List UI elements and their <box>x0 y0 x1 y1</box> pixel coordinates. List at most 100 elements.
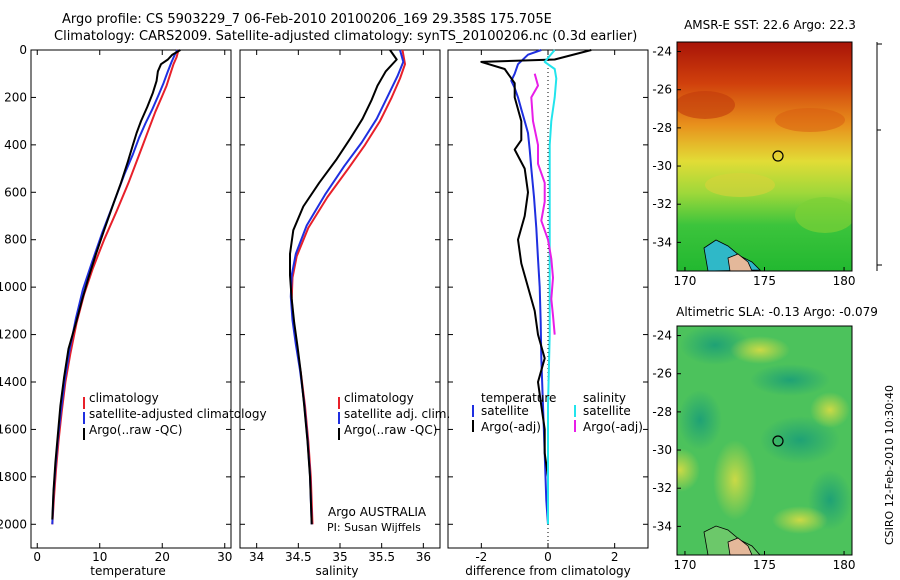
y-tick-label: 1800 <box>0 470 27 484</box>
y-tick-label: 800 <box>4 233 27 247</box>
map-x-tick-label: 170 <box>674 558 697 572</box>
series-line-argo-raw-qc--2 <box>289 49 398 525</box>
legend-label-sal-argo: Argo(-adj) <box>583 420 643 434</box>
x-tick-label: 30 <box>217 550 232 564</box>
y-tick-label: 200 <box>4 90 27 104</box>
sla-map-ticks: 170 175 180 -24 -26 -28 -30 -32 -34 <box>652 329 855 572</box>
salinity-panel-frame <box>239 49 441 549</box>
map-y-tick-label: -32 <box>652 481 672 495</box>
map-y-tick-label: -24 <box>652 45 672 59</box>
series-line-satellite-adjusted-climatology-1 <box>51 49 179 525</box>
temperature-panel-frame <box>30 49 232 549</box>
legend-title-salinity: salinity <box>583 391 626 405</box>
x-tick-label: 2 <box>611 550 619 564</box>
map-x-tick-label: 175 <box>753 274 776 288</box>
x-tick-label: 36 <box>416 550 431 564</box>
figure-title-line1: Argo profile: CS 5903229_7 06-Feb-2010 2… <box>62 12 552 27</box>
legend-label-satellite: satellite adj. clim. <box>344 407 450 421</box>
y-tick-label: 400 <box>4 138 27 152</box>
difference-axis-label: difference from climatology <box>465 564 631 578</box>
x-tick-label: 35.5 <box>368 550 395 564</box>
sla-texture <box>677 448 700 492</box>
series-line-argo-adj--1 <box>480 49 592 525</box>
map-y-tick-label: -24 <box>652 329 672 343</box>
sla-map-title: Altimetric SLA: -0.13 Argo: -0.079 <box>676 305 878 319</box>
sla-texture <box>760 416 840 464</box>
sst-map-title: AMSR-E SST: 22.6 Argo: 22.3 <box>684 18 856 32</box>
salinity-legend: climatology satellite adj. clim. Argo(..… <box>327 391 450 534</box>
y-tick-label: 2000 <box>0 517 27 531</box>
x-tick-label: 0 <box>544 550 552 564</box>
difference-plot: -2 0 2 <box>448 49 648 564</box>
map-y-tick-label: -34 <box>652 235 672 249</box>
legend-label-climatology: climatology <box>344 391 414 405</box>
map-y-tick-label: -32 <box>652 197 672 211</box>
legend-label-argo: Argo(..raw -QC) <box>344 423 437 437</box>
sst-texture <box>775 108 845 132</box>
sla-texture <box>810 392 850 428</box>
legend-label-argo: Argo(..raw -QC) <box>89 423 182 437</box>
map-y-tick-label: -30 <box>652 443 672 457</box>
temperature-axis-label: temperature <box>90 564 165 578</box>
map-y-tick-label: -26 <box>652 367 672 381</box>
argo-group-annotation: Argo AUSTRALIA <box>328 505 427 519</box>
sst-field <box>677 42 852 271</box>
difference-legend: temperature salinity satellite Argo(-adj… <box>472 391 643 434</box>
sst-map-ticks: 170 175 180 -24 -26 -28 -30 -32 -34 <box>652 45 855 288</box>
sla-texture <box>730 336 790 364</box>
y-tick-label: 0 <box>19 43 27 57</box>
y-tick-label: 1600 <box>0 422 27 436</box>
sst-texture <box>705 173 775 197</box>
map-x-tick-label: 180 <box>833 558 856 572</box>
map-x-tick-label: 170 <box>674 274 697 288</box>
legend-label-temp-satellite: satellite <box>481 404 529 418</box>
figure-title-line2: Climatology: CARS2009. Satellite-adjuste… <box>54 29 638 44</box>
x-tick-label: 34.5 <box>285 550 312 564</box>
y-tick-label: 1400 <box>0 375 27 389</box>
map-y-tick-label: -30 <box>652 159 672 173</box>
argo-location-marker <box>772 435 784 447</box>
series-line-satellite-2 <box>543 49 558 525</box>
sst-map: AMSR-E SST: 22.6 Argo: 22.3 170 175 180 -24… <box>652 18 882 288</box>
legend-label-climatology: climatology <box>89 391 159 405</box>
sla-texture <box>713 440 757 520</box>
legend-label-satellite: satellite-adjusted climatology <box>89 407 267 421</box>
x-tick-label: 0 <box>33 550 41 564</box>
sst-texture <box>677 91 735 119</box>
x-tick-label: 10 <box>92 550 107 564</box>
map-y-tick-label: -28 <box>652 405 672 419</box>
land-mass <box>727 253 753 271</box>
map-y-tick-label: -28 <box>652 121 672 135</box>
x-tick-label: 35 <box>332 550 347 564</box>
colorbar-right-sst <box>876 42 882 271</box>
series-line-argo-adj--3 <box>530 73 556 335</box>
salinity-plot: 34 34.5 35 35.5 36 <box>240 49 440 564</box>
y-tick-label: 1200 <box>0 328 27 342</box>
x-tick-label: 20 <box>155 550 170 564</box>
sla-texture <box>750 364 830 396</box>
sla-texture <box>678 390 722 450</box>
temperature-plot: 0 10 20 30 0 200 400 600 800 1000 1200 1400 1600 1800… <box>0 43 232 564</box>
sla-map: Altimetric SLA: -0.13 Argo: -0.079 170 17… <box>652 305 878 572</box>
series-line-argo-raw-qc--2 <box>51 49 181 520</box>
x-tick-label: -2 <box>475 550 487 564</box>
map-y-tick-label: -26 <box>652 83 672 97</box>
land-mass <box>727 537 753 555</box>
salinity-axis-label: salinity <box>315 564 358 578</box>
csiro-timestamp: CSIRO 12-Feb-2010 10:30:40 <box>883 385 896 545</box>
legend-title-temperature: temperature <box>481 391 556 405</box>
temperature-legend: climatology satellite-adjusted climatolo… <box>83 391 267 440</box>
pi-annotation: PI: Susan Wijffels <box>327 521 421 534</box>
argo-location-marker <box>772 150 784 162</box>
sla-texture <box>772 506 828 534</box>
series-line-satellite-0 <box>510 49 549 525</box>
legend-label-sal-satellite: satellite <box>583 404 631 418</box>
y-tick-label: 600 <box>4 185 27 199</box>
map-x-tick-label: 175 <box>753 558 776 572</box>
map-x-tick-label: 180 <box>833 274 856 288</box>
sst-texture <box>795 197 852 233</box>
map-y-tick-label: -34 <box>652 519 672 533</box>
y-tick-label: 1000 <box>0 280 27 294</box>
x-tick-label: 34 <box>249 550 264 564</box>
